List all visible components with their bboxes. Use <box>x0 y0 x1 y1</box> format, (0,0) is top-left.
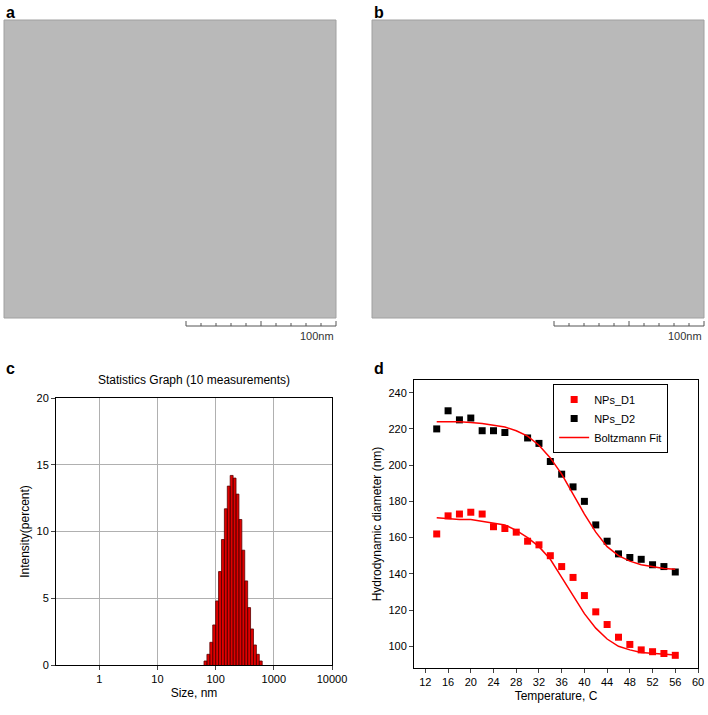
svg-text:240: 240 <box>388 387 406 399</box>
svg-text:c: c <box>6 360 15 377</box>
svg-text:48: 48 <box>624 676 636 688</box>
svg-text:24: 24 <box>487 676 499 688</box>
svg-text:d: d <box>374 360 384 377</box>
svg-text:36: 36 <box>556 676 568 688</box>
svg-text:0: 0 <box>43 659 49 671</box>
svg-text:28: 28 <box>510 676 522 688</box>
svg-text:220: 220 <box>388 423 406 435</box>
svg-text:15: 15 <box>37 459 49 471</box>
svg-text:NPs_D2: NPs_D2 <box>594 413 635 425</box>
svg-text:12: 12 <box>419 676 431 688</box>
svg-text:10: 10 <box>151 673 163 685</box>
svg-text:a: a <box>6 4 15 21</box>
svg-text:1: 1 <box>96 673 102 685</box>
svg-text:20: 20 <box>37 392 49 404</box>
svg-text:Size, nm: Size, nm <box>171 686 218 700</box>
svg-text:60: 60 <box>692 676 704 688</box>
svg-text:5: 5 <box>43 592 49 604</box>
svg-text:56: 56 <box>669 676 681 688</box>
svg-text:100nm: 100nm <box>300 330 334 342</box>
svg-text:160: 160 <box>388 531 406 543</box>
svg-text:52: 52 <box>646 676 658 688</box>
svg-text:100: 100 <box>206 673 224 685</box>
svg-text:200: 200 <box>388 459 406 471</box>
svg-text:Intensity(percent): Intensity(percent) <box>18 485 32 578</box>
svg-text:100: 100 <box>388 640 406 652</box>
svg-text:120: 120 <box>388 604 406 616</box>
svg-text:180: 180 <box>388 495 406 507</box>
svg-text:10000: 10000 <box>317 673 348 685</box>
svg-text:140: 140 <box>388 568 406 580</box>
svg-text:Hydrodynamic diameter (nm): Hydrodynamic diameter (nm) <box>370 447 384 602</box>
svg-text:20: 20 <box>465 676 477 688</box>
svg-text:32: 32 <box>533 676 545 688</box>
svg-text:Temperature, C: Temperature, C <box>515 689 598 703</box>
svg-text:Statistics Graph (10 measureme: Statistics Graph (10 measurements) <box>98 373 290 387</box>
svg-text:Boltzmann Fit: Boltzmann Fit <box>594 432 661 444</box>
svg-text:44: 44 <box>601 676 613 688</box>
svg-text:b: b <box>374 4 384 21</box>
svg-text:100nm: 100nm <box>668 330 702 342</box>
svg-text:40: 40 <box>578 676 590 688</box>
svg-text:NPs_D1: NPs_D1 <box>594 394 635 406</box>
svg-text:10: 10 <box>37 525 49 537</box>
svg-text:1000: 1000 <box>262 673 286 685</box>
svg-text:16: 16 <box>442 676 454 688</box>
